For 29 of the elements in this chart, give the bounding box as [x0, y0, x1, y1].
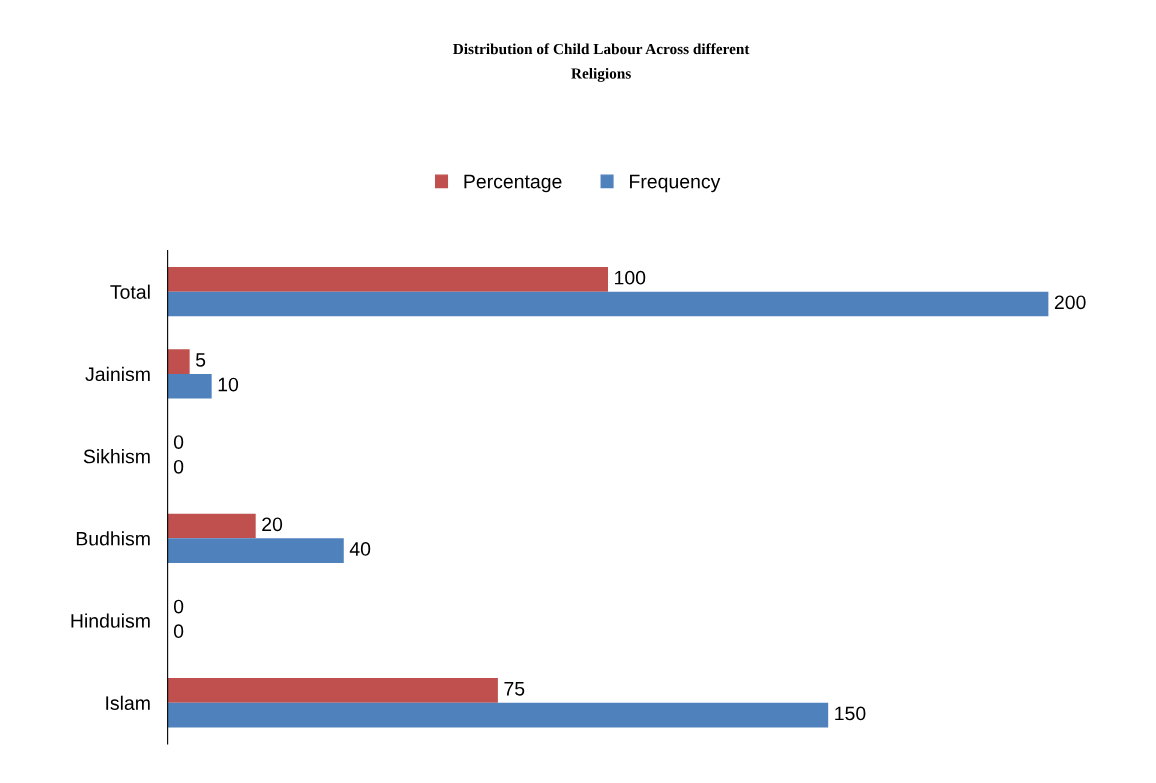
- bar: [167, 373, 212, 399]
- data-label: 20: [262, 517, 283, 532]
- bar: [167, 349, 190, 374]
- bar: [167, 267, 608, 292]
- y-tick-label: Jainism: [85, 366, 150, 382]
- data-label: 0: [173, 599, 184, 614]
- data-label: 0: [173, 435, 184, 449]
- data-label: 75: [504, 682, 525, 696]
- y-tick-label: Budhism: [76, 531, 150, 546]
- data-label: 5: [195, 353, 206, 367]
- data-label: 40: [349, 542, 371, 556]
- chart-title: Distribution of Child Labour Across different Religions: [453, 43, 750, 82]
- bar: [167, 702, 829, 728]
- data-label: 0: [173, 459, 184, 474]
- data-label: 10: [218, 377, 239, 392]
- bar: [167, 538, 344, 563]
- data-label: 200: [1054, 295, 1086, 310]
- bar: [167, 513, 256, 539]
- y-tick-label: Hinduism: [71, 613, 150, 628]
- y-tick-label: Total: [110, 284, 150, 299]
- data-label: 0: [173, 624, 184, 639]
- data-label: 150: [835, 706, 866, 721]
- y-tick-label: Sikhism: [83, 449, 150, 464]
- data-label: 100: [615, 270, 646, 285]
- bar: [167, 678, 498, 703]
- bar: [167, 291, 1049, 317]
- legend-label: Percentage: [464, 174, 562, 193]
- legend-label: Frequency: [630, 174, 721, 193]
- y-tick-label: Islam: [106, 695, 150, 710]
